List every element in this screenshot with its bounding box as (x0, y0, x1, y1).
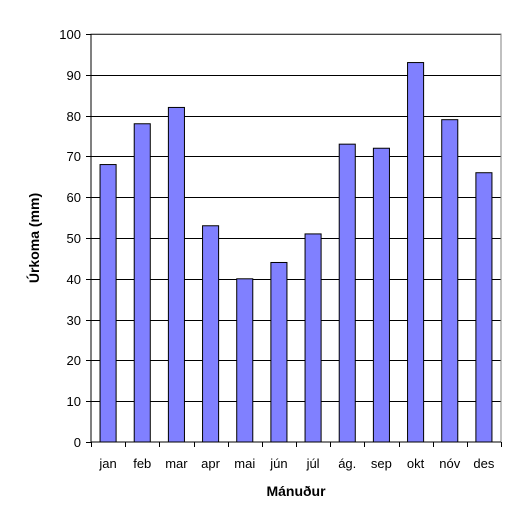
x-tick-label: des (473, 456, 494, 471)
y-tick-label: 40 (67, 272, 81, 287)
y-tick-label: 30 (67, 313, 81, 328)
y-tick-label: 70 (67, 149, 81, 164)
x-axis-title: Mánuður (266, 483, 326, 499)
x-tick-label: ág. (338, 456, 356, 471)
bar-okt (407, 62, 425, 443)
y-tick-label: 10 (67, 394, 81, 409)
bar-des (475, 172, 493, 443)
x-tick-label: feb (133, 456, 151, 471)
y-axis-ticks: 0 10 20 30 40 50 60 70 80 90 100 (59, 27, 91, 450)
bar-júl (304, 233, 322, 443)
bar-nóv (441, 119, 459, 443)
bar-mar (167, 106, 185, 443)
x-tick-label: mar (165, 456, 188, 471)
bar-feb (133, 123, 151, 443)
bar-ág. (338, 143, 356, 443)
x-tick-label: sep (371, 456, 392, 471)
bars (99, 62, 493, 443)
gridlines (91, 34, 501, 402)
y-tick-label: 0 (74, 435, 81, 450)
x-axis-ticks: jan feb mar apr mai jún júl ág. sep okt nóv des (91, 442, 502, 471)
y-tick-label: 50 (67, 231, 81, 246)
bar-apr (202, 225, 220, 443)
y-tick-label: 80 (67, 109, 81, 124)
bar-jan (99, 164, 117, 443)
y-tick-label: 60 (67, 190, 81, 205)
y-tick-label: 90 (67, 68, 81, 83)
y-tick-label: 100 (59, 27, 81, 42)
y-tick-label: 20 (67, 353, 81, 368)
bar-jún (270, 261, 288, 443)
bar-mai (236, 278, 254, 443)
y-axis-title: Úrkoma (mm) (25, 193, 42, 283)
x-tick-label: mai (234, 456, 255, 471)
x-tick-label: jún (269, 456, 287, 471)
x-tick-label: jan (98, 456, 116, 471)
x-tick-label: okt (407, 456, 425, 471)
x-tick-label: apr (201, 456, 220, 471)
x-tick-label: júl (306, 456, 320, 471)
x-tick-label: nóv (439, 456, 460, 471)
bar-sep (372, 147, 390, 443)
